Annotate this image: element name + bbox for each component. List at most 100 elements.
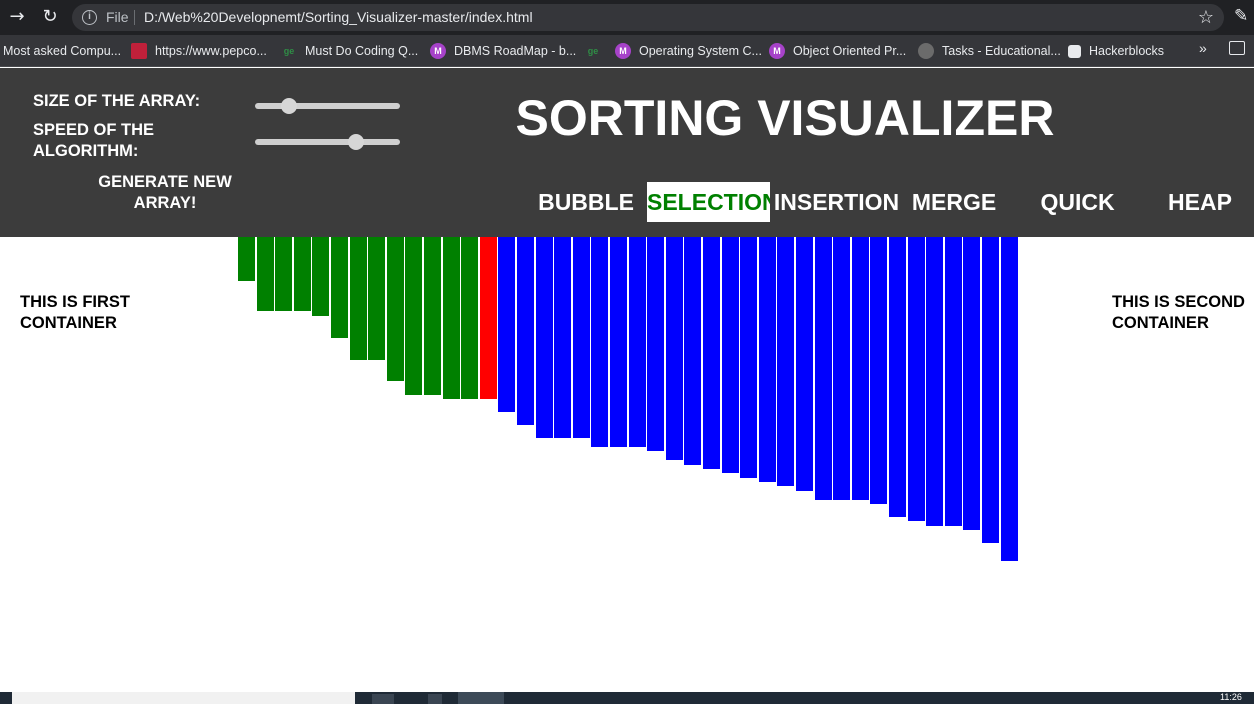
bookmark-item[interactable]: M Object Oriented Pr... <box>769 41 906 61</box>
array-bar <box>294 237 311 311</box>
array-bar <box>889 237 906 517</box>
file-scheme-label: File <box>106 9 129 25</box>
array-bar <box>833 237 850 500</box>
bookmark-label: DBMS RoadMap - b... <box>454 44 577 58</box>
page-title: SORTING VISUALIZER <box>515 90 1055 146</box>
first-container-line2: CONTAINER <box>20 314 117 332</box>
array-size-slider-thumb[interactable] <box>280 98 297 114</box>
bookmark-label: Must Do Coding Q... <box>305 44 419 58</box>
taskbar-clock: 11:26 <box>1220 692 1242 702</box>
array-bar <box>982 237 999 543</box>
array-bar <box>926 237 943 526</box>
algo-button-bubble[interactable]: BUBBLE <box>538 189 634 215</box>
array-bar <box>480 237 497 399</box>
geeksforgeeks-icon: ge <box>587 46 599 56</box>
algo-button-merge[interactable]: MERGE <box>911 189 997 215</box>
medium-icon: M <box>769 43 785 59</box>
bookmark-item[interactable]: ge <box>585 41 609 61</box>
array-bar <box>591 237 608 447</box>
array-bar <box>554 237 571 438</box>
medium-icon: M <box>615 43 631 59</box>
speed-label-line2: ALGORITHM: <box>33 142 139 160</box>
bookmark-item[interactable]: Hackerblocks <box>1068 41 1164 61</box>
generate-new-array-button[interactable]: GENERATE NEW ARRAY! <box>75 172 255 214</box>
info-icon[interactable]: i <box>82 10 97 25</box>
bookmark-label: Tasks - Educational... <box>942 44 1061 58</box>
array-bar <box>238 237 255 281</box>
reading-list-icon[interactable] <box>1229 41 1245 55</box>
bookmark-item[interactable]: M DBMS RoadMap - b... <box>430 41 576 61</box>
speed-slider[interactable] <box>255 134 400 150</box>
pepcoding-icon <box>131 43 147 59</box>
array-bar <box>796 237 813 491</box>
hackerblocks-icon <box>1068 44 1081 58</box>
array-bar <box>740 237 757 478</box>
bookmark-item[interactable]: Tasks - Educational... <box>918 41 1061 61</box>
url-text[interactable]: D:/Web%20Developnemt/Sorting_Visualizer-… <box>144 9 533 25</box>
bookmark-label: Operating System C... <box>639 44 762 58</box>
forward-arrow-icon[interactable]: → <box>9 6 25 27</box>
array-bar <box>350 237 367 360</box>
second-container-line1: THIS IS SECOND <box>1112 293 1245 311</box>
second-container-line2: CONTAINER <box>1112 314 1209 332</box>
second-container-label: THIS IS SECOND CONTAINER <box>1112 292 1245 334</box>
array-bar <box>945 237 962 526</box>
bookmark-label: Hackerblocks <box>1089 44 1165 58</box>
bookmarks-overflow-button[interactable]: » <box>1199 40 1207 56</box>
extensions-puzzle-icon[interactable]: ✎ <box>1234 6 1249 26</box>
medium-icon: M <box>430 43 446 59</box>
array-bars-container <box>0 237 1254 577</box>
first-container-label: THIS IS FIRST CONTAINER <box>20 292 130 334</box>
array-bar <box>722 237 739 473</box>
taskbar-app-icon[interactable] <box>428 694 442 704</box>
array-bar <box>405 237 422 395</box>
address-bar[interactable]: i File D:/Web%20Developnemt/Sorting_Visu… <box>72 4 1224 31</box>
reload-icon[interactable]: ↻ <box>42 6 58 27</box>
taskbar-search-box[interactable] <box>12 692 355 704</box>
algo-button-selection[interactable]: SELECTION <box>647 182 770 222</box>
os-taskbar: 11:26 <box>0 692 1254 704</box>
generate-line1: GENERATE NEW <box>98 173 232 191</box>
array-bar <box>498 237 515 412</box>
algo-button-insertion[interactable]: INSERTION <box>773 189 900 215</box>
app-header: SIZE OF THE ARRAY: SPEED OF THE ALGORITH… <box>0 68 1254 237</box>
array-bar <box>536 237 553 438</box>
bookmarks-bar: Most asked Compu... https://www.pepco... g… <box>0 35 1254 67</box>
bookmark-item[interactable]: https://www.pepco... <box>131 41 267 61</box>
algo-button-quick[interactable]: QUICK <box>1040 189 1115 215</box>
speed-slider-thumb[interactable] <box>347 134 364 150</box>
array-bar <box>424 237 441 395</box>
bookmark-item[interactable]: Most asked Compu... <box>3 41 121 61</box>
array-bar <box>703 237 720 469</box>
geeksforgeeks-icon: ge <box>283 46 295 56</box>
array-bar <box>461 237 478 399</box>
array-bar <box>368 237 385 360</box>
array-bar <box>870 237 887 504</box>
array-bar <box>331 237 348 338</box>
first-container-line1: THIS IS FIRST <box>20 293 131 311</box>
taskbar-chrome-icon[interactable] <box>458 692 504 704</box>
bookmark-label: https://www.pepco... <box>155 44 267 58</box>
taskbar-app-icon[interactable] <box>372 694 394 704</box>
array-bar <box>666 237 683 460</box>
bookmark-item[interactable]: ge Must Do Coding Q... <box>281 41 419 61</box>
array-size-label: SIZE OF THE ARRAY: <box>33 92 201 110</box>
array-bar <box>573 237 590 438</box>
speed-label-line1: SPEED OF THE <box>33 121 155 139</box>
bookmark-item[interactable]: M Operating System C... <box>615 41 762 61</box>
algo-button-heap[interactable]: HEAP <box>1168 189 1232 215</box>
array-bar <box>312 237 329 316</box>
array-bar <box>815 237 832 500</box>
array-bar <box>387 237 404 381</box>
array-size-slider[interactable] <box>255 98 400 114</box>
array-bar <box>610 237 627 447</box>
array-bar <box>759 237 776 482</box>
browser-toolbar: → ↻ i File D:/Web%20Developnemt/Sorting_… <box>0 0 1254 35</box>
url-separator <box>134 10 135 25</box>
array-bar <box>517 237 534 425</box>
array-bar <box>777 237 794 486</box>
array-bar <box>647 237 664 451</box>
bookmark-star-icon[interactable]: ☆ <box>1197 7 1214 28</box>
array-bar <box>629 237 646 447</box>
tasks-icon <box>918 43 934 59</box>
